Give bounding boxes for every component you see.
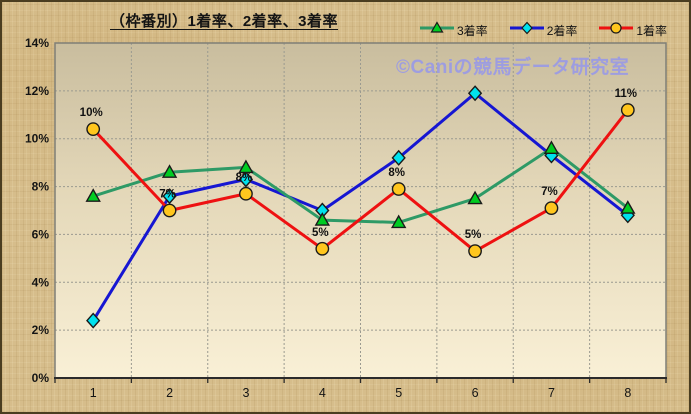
watermark-text: ©Caniの競馬データ研究室 (396, 57, 630, 78)
svg-text:10%: 10% (80, 107, 103, 119)
legend-label-rate1: 1着率 (636, 24, 668, 38)
chart-title: （枠番別）1着率、2着率、3着率 (110, 13, 339, 30)
svg-text:2%: 2% (32, 323, 50, 337)
legend-item-rate3: 3着率 (419, 21, 488, 40)
series-1着率 (86, 103, 635, 259)
series-1着率-labels: 10% 7% 8% 5% 8% 5% 7% 11% (80, 88, 637, 241)
svg-text:1: 1 (90, 386, 97, 400)
svg-text:8%: 8% (388, 167, 405, 179)
svg-text:8%: 8% (236, 172, 253, 184)
legend-key-circle-icon (598, 21, 634, 40)
svg-text:11%: 11% (615, 88, 637, 100)
series-3着率 (85, 140, 636, 229)
svg-text:12%: 12% (25, 84, 49, 98)
svg-text:0%: 0% (32, 371, 50, 385)
svg-text:3: 3 (242, 386, 249, 400)
svg-text:6%: 6% (32, 227, 50, 241)
svg-text:8%: 8% (32, 180, 50, 194)
svg-text:4%: 4% (32, 275, 50, 289)
svg-text:7: 7 (548, 386, 555, 400)
svg-text:4: 4 (319, 386, 326, 400)
x-axis-ticks (54, 378, 667, 383)
svg-text:7%: 7% (541, 186, 558, 198)
chart-legend: 3着率 2着率 1着率 (419, 21, 667, 40)
x-axis-labels: 1 2 3 4 5 6 7 8 (90, 386, 632, 400)
svg-text:5%: 5% (312, 227, 329, 239)
svg-text:5%: 5% (465, 229, 482, 241)
svg-text:5: 5 (395, 386, 402, 400)
legend-label-rate3: 3着率 (457, 24, 488, 38)
svg-text:2: 2 (166, 386, 173, 400)
svg-text:14%: 14% (25, 36, 49, 50)
legend-key-triangle-icon (419, 21, 455, 40)
legend-item-rate1: 1着率 (598, 21, 667, 40)
gridlines (55, 43, 666, 378)
svg-text:10%: 10% (25, 132, 49, 146)
legend-item-rate2: 2着率 (509, 21, 578, 40)
plot-area (55, 43, 666, 378)
svg-text:8: 8 (624, 386, 631, 400)
svg-text:7%: 7% (159, 189, 176, 201)
y-axis-labels: 0% 2% 4% 6% 8% 10% 12% 14% (25, 36, 49, 385)
legend-key-diamond-icon (509, 21, 545, 40)
svg-text:6: 6 (472, 386, 479, 400)
legend-label-rate2: 2着率 (546, 24, 578, 38)
